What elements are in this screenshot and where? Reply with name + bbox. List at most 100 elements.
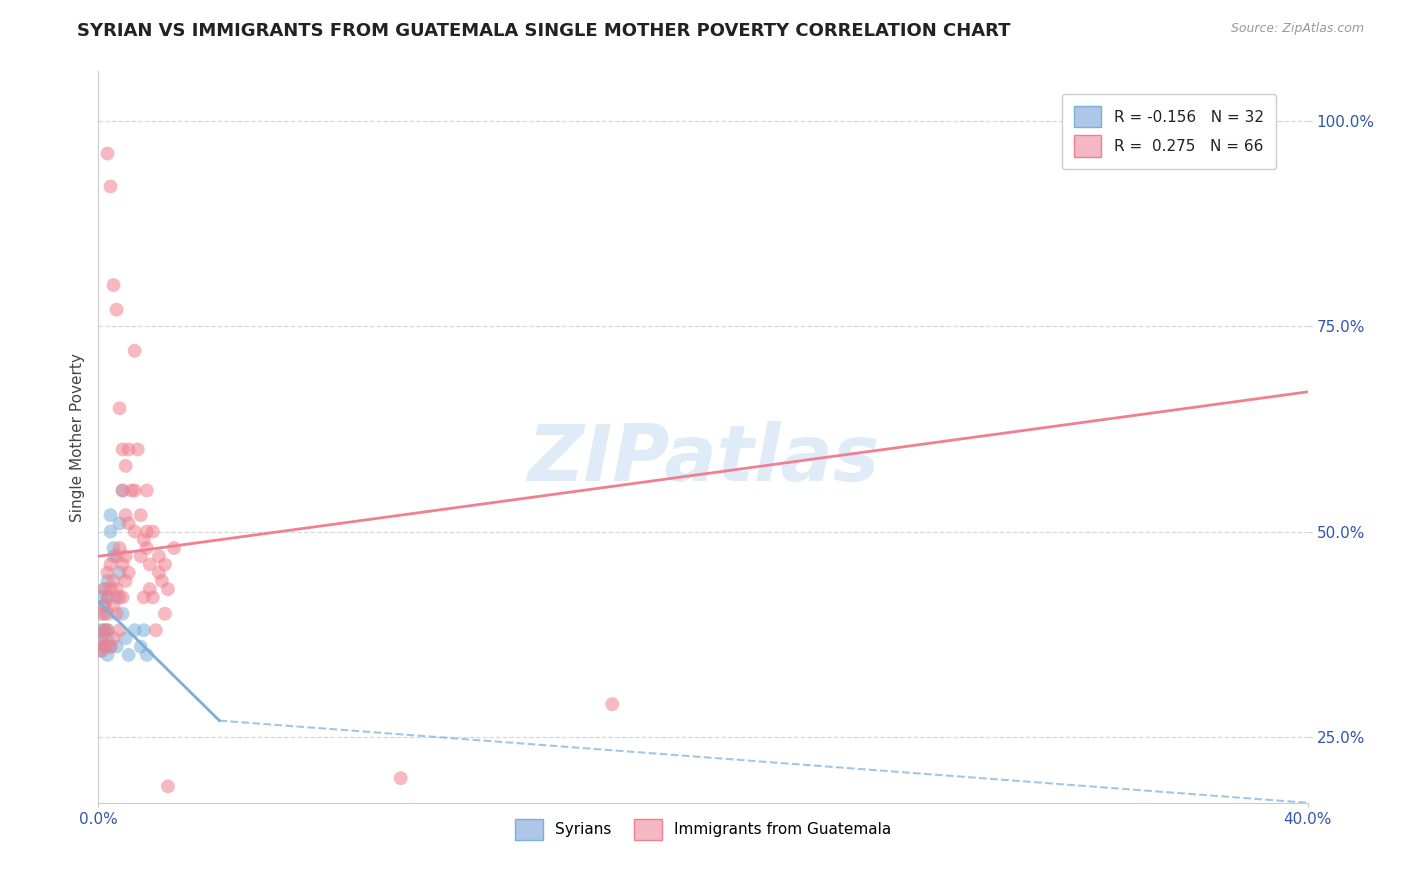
Point: [142, 524, 165, 539]
Point: [132, 624, 155, 638]
Point: [118, 442, 141, 457]
Point: [124, 524, 146, 539]
Point: [135, 541, 157, 555]
Point: [108, 401, 131, 416]
Point: [129, 549, 152, 564]
Point: [93, 582, 115, 596]
Point: [103, 541, 125, 555]
Point: [96, 648, 118, 662]
Point: [93, 607, 115, 621]
Point: [105, 302, 128, 317]
Point: [129, 508, 152, 523]
Point: [156, 582, 179, 596]
Point: [100, 640, 122, 654]
Point: [148, 549, 170, 564]
Point: [93, 582, 115, 596]
Point: [96, 566, 118, 580]
Point: [139, 558, 162, 572]
Point: [132, 591, 155, 605]
Point: [132, 533, 155, 547]
Point: [105, 607, 128, 621]
Point: [163, 541, 186, 555]
Point: [135, 648, 157, 662]
Point: [96, 591, 118, 605]
Point: [93, 599, 115, 613]
Point: [111, 483, 134, 498]
Point: [153, 558, 176, 572]
Point: [96, 146, 118, 161]
Point: [93, 624, 115, 638]
Point: [90, 632, 112, 646]
Point: [124, 483, 146, 498]
Point: [108, 591, 131, 605]
Point: [148, 837, 170, 851]
Point: [105, 582, 128, 596]
Point: [90, 632, 112, 646]
Point: [139, 582, 162, 596]
Point: [90, 644, 112, 658]
Point: [114, 632, 136, 646]
Point: [100, 582, 122, 596]
Text: Source: ZipAtlas.com: Source: ZipAtlas.com: [1230, 22, 1364, 36]
Point: [103, 278, 125, 293]
Point: [127, 442, 149, 457]
Point: [111, 591, 134, 605]
Point: [135, 524, 157, 539]
Point: [105, 640, 128, 654]
Point: [100, 179, 122, 194]
Point: [135, 483, 157, 498]
Point: [93, 599, 115, 613]
Point: [100, 640, 122, 654]
Point: [93, 640, 115, 654]
Point: [96, 574, 118, 588]
Point: [145, 624, 167, 638]
Point: [142, 591, 165, 605]
Point: [96, 607, 118, 621]
Point: [103, 599, 125, 613]
Point: [90, 644, 112, 658]
Point: [96, 624, 118, 638]
Point: [96, 632, 118, 646]
Point: [103, 632, 125, 646]
Point: [105, 549, 128, 564]
Point: [93, 624, 115, 638]
Point: [150, 574, 173, 588]
Point: [100, 508, 122, 523]
Point: [129, 640, 152, 654]
Point: [114, 549, 136, 564]
Point: [124, 624, 146, 638]
Point: [108, 566, 131, 580]
Point: [111, 607, 134, 621]
Point: [389, 771, 412, 785]
Point: [602, 697, 624, 711]
Point: [118, 566, 141, 580]
Point: [114, 458, 136, 473]
Point: [124, 343, 146, 358]
Point: [114, 508, 136, 523]
Point: [96, 624, 118, 638]
Point: [90, 607, 112, 621]
Point: [148, 566, 170, 580]
Y-axis label: Single Mother Poverty: Single Mother Poverty: [69, 352, 84, 522]
Point: [105, 591, 128, 605]
Point: [96, 591, 118, 605]
Point: [103, 574, 125, 588]
Point: [90, 591, 112, 605]
Text: SYRIAN VS IMMIGRANTS FROM GUATEMALA SINGLE MOTHER POVERTY CORRELATION CHART: SYRIAN VS IMMIGRANTS FROM GUATEMALA SING…: [77, 22, 1011, 40]
Point: [118, 648, 141, 662]
Point: [156, 780, 179, 794]
Point: [108, 624, 131, 638]
Legend: Syrians, Immigrants from Guatemala: Syrians, Immigrants from Guatemala: [509, 813, 897, 847]
Point: [108, 516, 131, 531]
Point: [103, 549, 125, 564]
Point: [100, 558, 122, 572]
Point: [93, 640, 115, 654]
Point: [111, 558, 134, 572]
Point: [111, 442, 134, 457]
Point: [118, 516, 141, 531]
Point: [153, 607, 176, 621]
Point: [108, 541, 131, 555]
Point: [114, 574, 136, 588]
Point: [90, 624, 112, 638]
Text: ZIPatlas: ZIPatlas: [527, 421, 879, 497]
